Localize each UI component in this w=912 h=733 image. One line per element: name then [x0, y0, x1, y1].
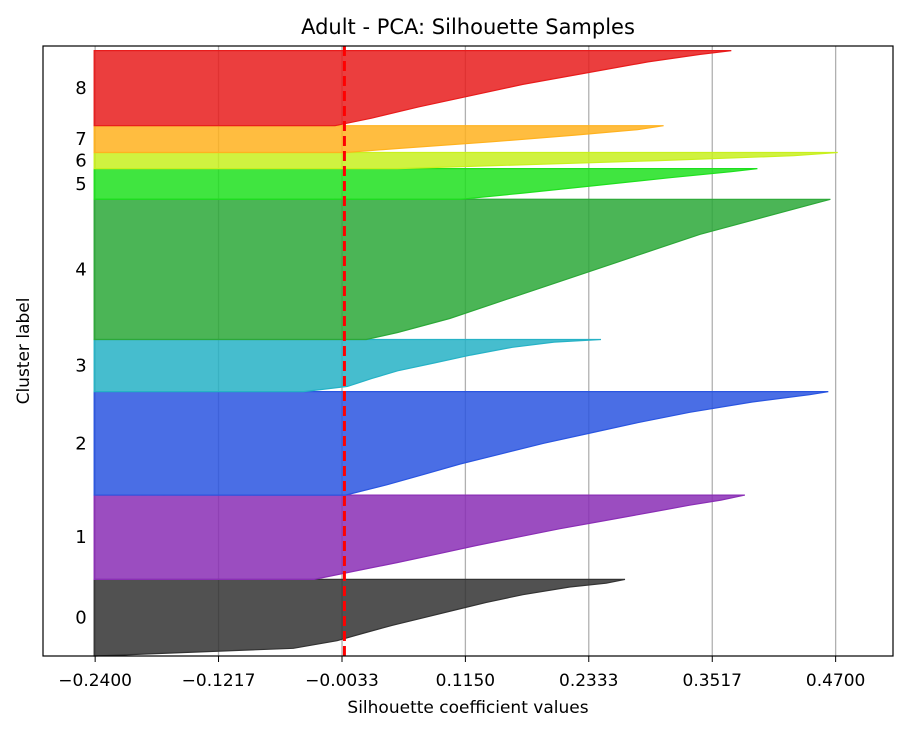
cluster-2-silhouette — [93, 391, 829, 496]
cluster-labels: 0 1 2 3 4 567 8 — [75, 78, 86, 629]
cluster-1-label: 1 — [75, 527, 86, 548]
cluster-6-label: 6 — [75, 151, 86, 172]
cluster-8-label: 8 — [75, 78, 86, 99]
cluster-2-label: 2 — [75, 433, 86, 454]
cluster-1-silhouette — [93, 494, 746, 581]
cluster-7-silhouette — [93, 125, 664, 154]
plot-frame — [42, 45, 894, 657]
x-axis-ticks: −0.2400 −0.1217 −0.0033 0.1150 0.2333 0.3517 0… — [58, 656, 865, 691]
cluster-4-label: 4 — [75, 259, 86, 280]
chart-title: Adult - PCA: Silhouette Samples — [301, 15, 635, 39]
cluster-0-silhouette — [93, 578, 626, 657]
cluster-4-silhouette — [93, 198, 831, 341]
cluster-3-label: 3 — [75, 356, 86, 377]
x-tick-label: −0.2400 — [58, 671, 132, 691]
cluster-5-silhouette — [93, 168, 758, 200]
cluster-7-label: 7 — [75, 129, 86, 150]
x-tick-label: 0.4700 — [806, 671, 865, 691]
cluster-0-label: 0 — [75, 608, 86, 629]
x-tick-label: 0.1150 — [436, 671, 495, 691]
x-tick-label: −0.1217 — [182, 671, 256, 691]
cluster-8-silhouette — [93, 49, 732, 127]
cluster-6-silhouette — [93, 151, 838, 170]
cluster-3-silhouette — [93, 338, 602, 393]
y-axis-label: Cluster label — [14, 298, 34, 405]
x-tick-label: −0.0033 — [305, 671, 379, 691]
cluster-5-label: 5 — [75, 174, 86, 195]
cluster-areas — [93, 49, 838, 657]
x-tick-label: 0.2333 — [559, 671, 618, 691]
x-axis-label: Silhouette coefficient values — [347, 698, 588, 718]
x-tick-label: 0.3517 — [683, 671, 742, 691]
